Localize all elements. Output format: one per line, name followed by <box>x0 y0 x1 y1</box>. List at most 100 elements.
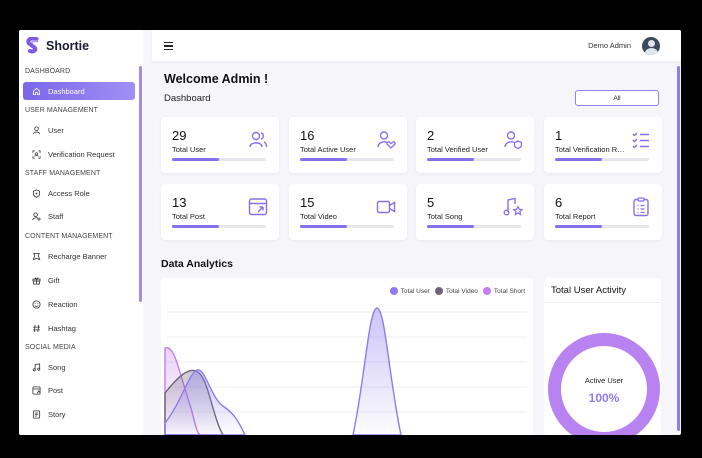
sidebar-item-label: User <box>48 125 64 135</box>
stat-label: Total Verified User <box>427 145 488 154</box>
legend-dot <box>482 287 491 295</box>
post-share-icon <box>248 198 268 216</box>
filter-select[interactable]: All <box>575 90 659 106</box>
banner-icon <box>32 252 41 260</box>
scan-icon <box>32 149 41 159</box>
panel-divider <box>544 302 661 303</box>
stat-progress <box>300 225 394 228</box>
data-analytics-chart: Total User Total Video Total Short <box>161 278 533 435</box>
sidebar-item-verification-request[interactable]: Verification Request <box>23 145 135 163</box>
sidebar-item-user[interactable]: User <box>23 121 135 139</box>
section-title-social-media: SOCIAL MEDIA <box>25 344 76 351</box>
sidebar-item-dashboard[interactable]: Dashboard <box>23 82 135 100</box>
menu-toggle-icon[interactable] <box>164 42 173 51</box>
stat-progress <box>427 225 521 228</box>
stat-label: Total User <box>172 145 206 154</box>
user-verified-icon <box>504 131 523 150</box>
shield-icon <box>32 188 41 198</box>
story-icon <box>32 409 41 419</box>
stat-card-total-song[interactable]: 5 Total Song <box>416 184 534 240</box>
stat-value: 15 <box>300 195 315 210</box>
section-title-dashboard: DASHBOARD <box>25 68 71 75</box>
sidebar-item-staff[interactable]: Staff <box>23 207 135 225</box>
stat-card-total-active-user[interactable]: 16 Total Active User <box>289 117 407 173</box>
hashtag-icon <box>32 324 41 332</box>
stat-progress <box>172 158 266 161</box>
stat-card-total-post[interactable]: 13 Total Post <box>161 184 279 240</box>
sidebar-item-gift[interactable]: Gift <box>23 271 135 289</box>
sidebar-item-label: Dashboard <box>48 86 85 96</box>
brand[interactable]: Shortie <box>25 36 89 56</box>
sidebar-item-label: Recharge Banner <box>48 251 107 261</box>
section-title-staff-management: STAFF MANAGEMENT <box>25 170 101 177</box>
avatar-head <box>647 40 655 47</box>
legend-dot <box>434 287 443 295</box>
stat-label: Total Song <box>427 212 463 221</box>
legend-label: Total User <box>400 287 430 295</box>
sidebar-item-label: Staff <box>48 211 64 221</box>
admin-name[interactable]: Demo Admin <box>588 41 631 50</box>
sidebar-item-post[interactable]: Post <box>23 381 135 399</box>
topbar: Demo Admin <box>152 30 681 61</box>
stat-label: Total Video <box>300 212 337 221</box>
sidebar-item-reaction[interactable]: Reaction <box>23 295 135 313</box>
stat-label: Total Active User <box>300 145 356 154</box>
brand-name: Shortie <box>46 39 90 53</box>
legend-item-total-user[interactable]: Total User <box>389 287 430 295</box>
page-scrollbar[interactable] <box>677 66 680 431</box>
shortie-logo-icon <box>26 36 39 53</box>
sidebar: Shortie DASHBOARD Dashboard USER MANAGEM… <box>19 30 143 435</box>
stat-value: 5 <box>427 195 435 210</box>
series-area-total-user-peak <box>352 307 402 435</box>
series-area-total-user <box>164 369 246 435</box>
stat-progress-fill <box>427 158 474 161</box>
sidebar-item-label: Access Role <box>48 188 90 198</box>
stat-value: 13 <box>172 195 187 210</box>
stat-label: Total Post <box>172 212 205 221</box>
sidebar-item-label: Verification Request <box>48 149 115 159</box>
stat-progress-fill <box>555 225 602 228</box>
legend-label: Total Video <box>445 287 478 295</box>
app-screen: Shortie DASHBOARD Dashboard USER MANAGEM… <box>19 30 681 435</box>
legend-item-total-short[interactable]: Total Short <box>482 287 525 295</box>
stat-progress-fill <box>172 158 219 161</box>
legend-label: Total Short <box>493 287 525 295</box>
home-icon <box>32 87 41 95</box>
stat-card-total-video[interactable]: 15 Total Video <box>289 184 407 240</box>
stat-card-total-verified-user[interactable]: 2 Total Verified User <box>416 117 534 173</box>
user-heart-icon <box>377 131 396 149</box>
stat-progress-fill <box>300 225 347 228</box>
donut-label: Active User <box>584 376 624 385</box>
avatar[interactable] <box>642 37 660 55</box>
stat-progress <box>555 158 649 161</box>
stat-progress-fill <box>172 225 219 228</box>
stat-progress <box>300 158 394 161</box>
music-star-icon <box>503 197 523 216</box>
stat-card-total-user[interactable]: 29 Total User <box>161 117 279 173</box>
sidebar-item-story[interactable]: Story <box>23 405 135 423</box>
activity-donut-chart[interactable]: Active User 100% <box>548 333 660 435</box>
stat-card-total-verification-request[interactable]: 1 Total Verification Request <box>544 117 662 173</box>
report-icon <box>633 197 649 217</box>
stat-value: 6 <box>555 195 563 210</box>
sidebar-item-label: Gift <box>48 275 60 285</box>
sidebar-item-label: Story <box>48 409 66 419</box>
legend-item-total-video[interactable]: Total Video <box>434 287 478 295</box>
sidebar-item-recharge-banner[interactable]: Recharge Banner <box>23 247 135 265</box>
sidebar-item-access-role[interactable]: Access Role <box>23 184 135 202</box>
donut-value: 100% <box>588 391 620 405</box>
sidebar-item-hashtag[interactable]: Hashtag <box>23 319 135 337</box>
sidebar-item-label: Hashtag <box>48 323 76 333</box>
smile-icon <box>32 299 41 309</box>
post-icon <box>32 385 41 395</box>
section-title-data-analytics: Data Analytics <box>161 258 233 270</box>
stat-label: Total Verification Request <box>555 145 627 154</box>
total-user-activity-panel: Total User Activity Active User 100% <box>544 278 661 435</box>
stat-progress-fill <box>555 158 602 161</box>
sidebar-item-song[interactable]: Song <box>23 358 135 376</box>
filter-select-value: All <box>613 94 621 102</box>
stat-card-total-report[interactable]: 6 Total Report <box>544 184 662 240</box>
checklist-icon <box>632 132 649 149</box>
sidebar-scrollbar[interactable] <box>139 66 142 302</box>
stat-value: 2 <box>427 128 435 143</box>
